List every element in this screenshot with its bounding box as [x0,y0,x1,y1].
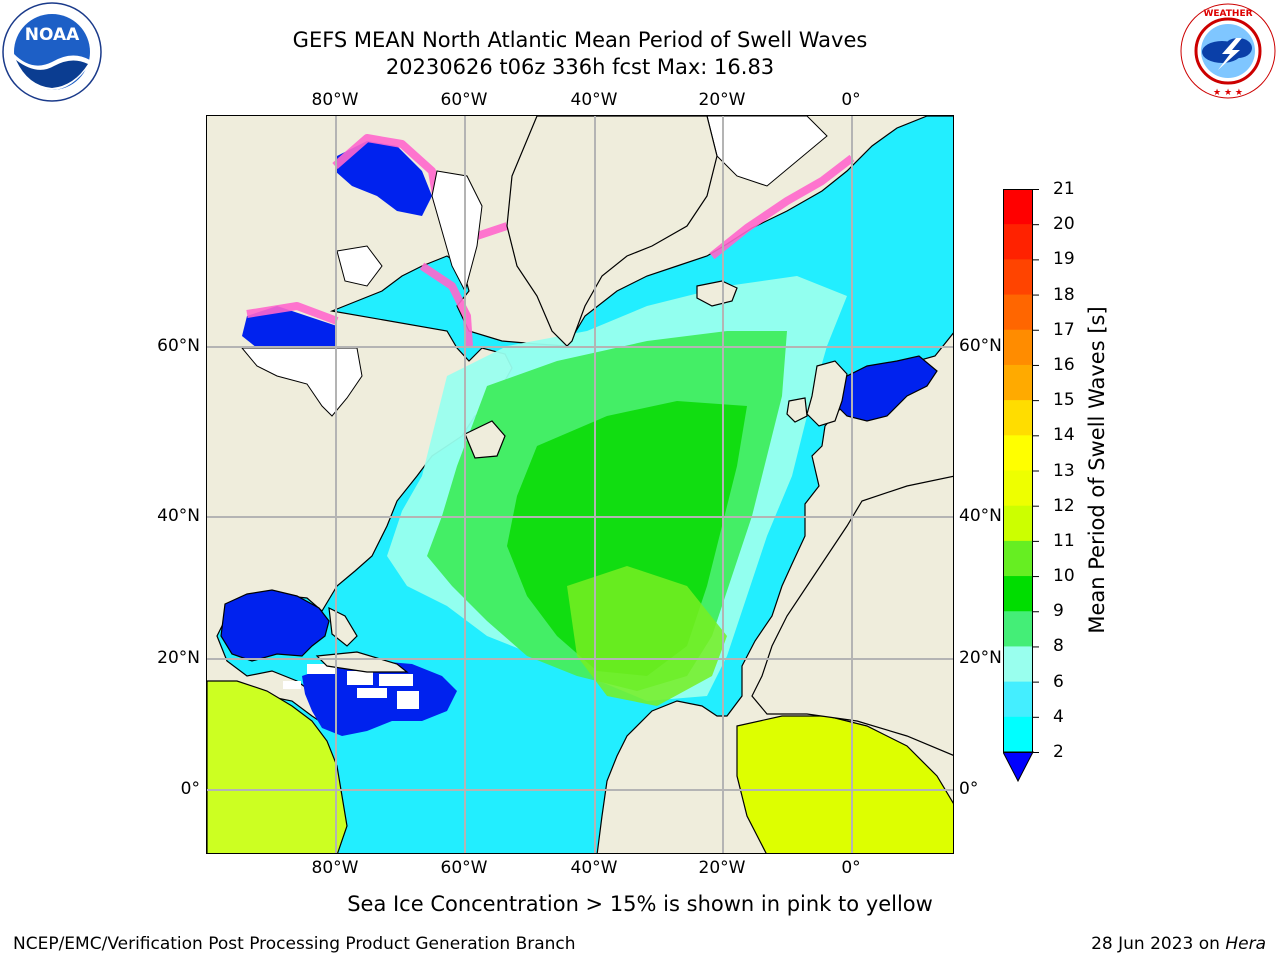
lon-tick-top-0: 0° [841,90,861,110]
colorbar-segment [1003,294,1033,331]
great-britain [806,360,848,427]
colorbar-label: 4 [1053,706,1064,727]
colorbar-extend-arrow [1003,751,1034,783]
footer-date-text: 28 Jun 2023 on [1091,934,1226,954]
map-gridlines [207,116,953,853]
noaa-logo-icon: NOAA [2,2,102,102]
colorbar-label: 19 [1053,249,1075,270]
colorbar-segment [1003,611,1033,647]
lon-tick-top-60w: 60°W [440,90,488,110]
colorbar-segment [1003,259,1033,296]
colorbar-label: 12 [1053,495,1075,516]
lat-tick-left-20n: 20°N [157,648,200,668]
map-panel [206,115,954,854]
colorbar-segment [1003,681,1033,718]
lon-tick-top-20w: 20°W [698,90,746,110]
newfoundland [464,420,506,459]
colorbar-segment [1003,435,1033,471]
colorbar-label: 15 [1053,390,1075,411]
colorbar-label: 8 [1053,636,1064,657]
colorbar-title: Mean Period of Swell Waves [s] [1085,306,1109,634]
caribbean-islands [283,664,419,709]
ice-no-data [240,116,828,417]
lat-tick-right-20n: 20°N [959,648,1002,668]
south-america-swell [207,680,348,853]
lat-tick-left-60n: 60°N [157,336,200,356]
lon-tick-bottom-20w: 20°W [698,858,746,878]
lon-tick-bottom-80w: 80°W [311,858,359,878]
colorbar-segment [1003,470,1033,507]
svg-text:★ ★ ★: ★ ★ ★ [1213,88,1243,98]
svg-text:WEATHER: WEATHER [1203,9,1252,19]
colorbar-label: 9 [1053,601,1064,622]
colorbar-segment [1003,189,1033,225]
hudson-bay [242,306,337,348]
colorbar-segment [1003,400,1033,436]
colorbar [1003,189,1039,783]
lat-tick-left-40n: 40°N [157,506,200,526]
colorbar-label: 13 [1053,460,1075,481]
greenland [506,116,718,347]
colorbar-segment [1003,224,1033,260]
map-subtitle: 20230626 t06z 336h fcst Max: 16.83 [385,55,775,79]
sea-ice-note: Sea Ice Concentration > 15% is shown in … [347,892,933,916]
nws-logo-icon: WEATHER ★ ★ ★ [1180,3,1276,99]
colorbar-label: 14 [1053,425,1075,446]
lon-tick-bottom-40w: 40°W [570,858,618,878]
lon-tick-top-80w: 80°W [311,90,359,110]
colorbar-label: 16 [1053,354,1075,375]
lon-tick-bottom-60w: 60°W [440,858,488,878]
colorbar-label: 17 [1053,319,1075,340]
lat-tick-right-40n: 40°N [959,506,1002,526]
colorbar-segment [1003,540,1033,577]
ireland [786,397,808,423]
colorbar-segment [1003,364,1033,401]
gulf-of-mexico [220,589,330,662]
lat-tick-left-0: 0° [180,779,200,799]
footer-host: Hera [1225,934,1266,954]
colorbar-label: 20 [1053,214,1075,235]
colorbar-label: 10 [1053,566,1075,587]
lon-tick-top-40w: 40°W [570,90,618,110]
swell-band-12s [567,566,727,706]
noaa-logo-text: NOAA [25,25,80,45]
caribbean-sea [302,661,457,736]
colorbar-segment [1003,716,1033,753]
colorbar-segment [1003,576,1033,612]
lat-tick-right-60n: 60°N [959,336,1002,356]
colorbar-label: 6 [1053,671,1064,692]
colorbar-segment [1003,505,1033,542]
colorbar-label: 21 [1053,179,1075,199]
swell-period-map [207,116,953,853]
lon-tick-bottom-0: 0° [841,858,861,878]
baffin-bay [335,141,432,216]
colorbar-label: 11 [1053,530,1075,551]
colorbar-label: 2 [1053,742,1064,762]
colorbar-segment [1003,329,1033,366]
footer-credit: NCEP/EMC/Verification Post Processing Pr… [13,934,576,954]
map-title: GEFS MEAN North Atlantic Mean Period of … [292,28,868,52]
north-sea [831,355,938,422]
cuba [315,651,409,673]
lat-tick-right-0: 0° [959,779,979,799]
colorbar-label: 18 [1053,284,1075,305]
footer-date: 28 Jun 2023 on Hera [1091,933,1266,955]
colorbar-segment [1003,646,1033,683]
